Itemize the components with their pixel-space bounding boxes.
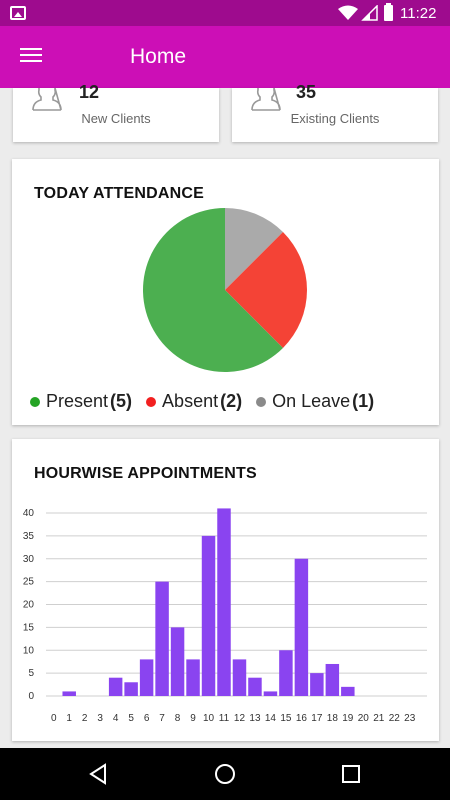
bar-hour-14 bbox=[263, 691, 278, 696]
y-tick-label: 35 bbox=[23, 531, 35, 542]
x-tick-label: 0 bbox=[51, 713, 57, 724]
page-title: Home bbox=[130, 45, 187, 68]
bar-hour-5 bbox=[124, 682, 138, 696]
new-clients-value: 12 bbox=[79, 82, 100, 102]
new-clients-label: New Clients bbox=[81, 111, 151, 126]
person-icon bbox=[32, 88, 62, 111]
bar-hour-6 bbox=[139, 659, 154, 696]
new-clients-card[interactable]: 12 New Clients bbox=[13, 82, 219, 142]
battery-icon bbox=[384, 3, 393, 21]
bar-hour-18 bbox=[325, 663, 340, 696]
back-icon[interactable] bbox=[87, 763, 109, 785]
x-tick-label: 15 bbox=[280, 713, 292, 724]
person-icon bbox=[251, 88, 281, 111]
attendance-title: TODAY ATTENDANCE bbox=[34, 185, 205, 202]
navigation-bar bbox=[0, 748, 450, 800]
x-tick-label: 3 bbox=[97, 713, 103, 724]
y-tick-label: 15 bbox=[23, 622, 35, 633]
attendance-card: TODAY ATTENDANCE Present (5) Absent (2) … bbox=[12, 159, 439, 425]
x-tick-label: 12 bbox=[234, 713, 246, 724]
existing-clients-label: Existing Clients bbox=[290, 111, 380, 126]
bar-hour-7 bbox=[155, 581, 169, 696]
x-tick-label: 21 bbox=[373, 713, 385, 724]
legend-on-leave-dot bbox=[256, 396, 267, 407]
x-tick-label: 2 bbox=[82, 713, 88, 724]
x-tick-label: 7 bbox=[159, 713, 165, 724]
attendance-legend: Present (5) Absent (2) On Leave (1) bbox=[30, 391, 388, 412]
bar-hour-16 bbox=[294, 558, 309, 696]
bar-hour-9 bbox=[186, 659, 200, 696]
x-tick-label: 22 bbox=[389, 713, 401, 724]
legend-absent-count: (2) bbox=[220, 391, 243, 411]
legend-present-dot bbox=[30, 396, 40, 407]
y-tick-label: 20 bbox=[23, 600, 35, 611]
legend-on-leave-label: On Leave bbox=[272, 391, 351, 411]
y-tick-label: 0 bbox=[28, 691, 34, 702]
bar-hour-12 bbox=[232, 659, 247, 696]
appointments-title: HOURWISE APPOINTMENTS bbox=[34, 465, 257, 482]
bar-hour-13 bbox=[248, 677, 262, 696]
existing-clients-card[interactable]: 35 Existing Clients bbox=[232, 82, 438, 142]
x-tick-label: 8 bbox=[175, 713, 181, 724]
legend-absent-dot bbox=[146, 396, 157, 407]
signal-icon bbox=[361, 5, 378, 21]
x-tick-label: 9 bbox=[190, 713, 196, 724]
x-tick-label: 18 bbox=[327, 713, 339, 724]
menu-icon[interactable] bbox=[20, 48, 42, 66]
legend-present-label: Present bbox=[46, 391, 109, 411]
y-tick-label: 5 bbox=[28, 668, 34, 679]
legend-absent-label: Absent bbox=[162, 391, 219, 411]
legend-on-leave: On Leave (1) bbox=[256, 391, 374, 412]
bar-hour-10 bbox=[201, 535, 216, 696]
bar-hour-4 bbox=[108, 677, 123, 696]
legend-present-count: (5) bbox=[110, 391, 133, 411]
x-tick-label: 1 bbox=[66, 713, 72, 724]
x-tick-label: 4 bbox=[113, 713, 119, 724]
pie-slice-on-leave bbox=[225, 208, 283, 290]
legend-absent: Absent (2) bbox=[146, 391, 242, 412]
attendance-pie-chart bbox=[142, 208, 307, 372]
y-tick-label: 40 bbox=[23, 508, 35, 519]
x-tick-label: 19 bbox=[342, 713, 354, 724]
x-tick-label: 11 bbox=[219, 713, 230, 724]
legend-present: Present (5) bbox=[30, 391, 132, 412]
y-tick-label: 30 bbox=[23, 554, 35, 565]
legend-on-leave-count: (1) bbox=[352, 391, 375, 411]
y-tick-label: 25 bbox=[23, 577, 35, 588]
existing-clients-value: 35 bbox=[296, 82, 317, 102]
x-tick-label: 23 bbox=[404, 713, 416, 724]
image-icon bbox=[10, 6, 26, 20]
bar-hour-1 bbox=[62, 691, 76, 696]
status-bar: 11:22 bbox=[0, 0, 450, 26]
y-tick-label: 10 bbox=[23, 645, 35, 656]
bar-hour-15 bbox=[279, 650, 293, 696]
x-tick-label: 10 bbox=[203, 713, 215, 724]
x-tick-label: 5 bbox=[128, 713, 134, 724]
x-tick-label: 14 bbox=[265, 713, 277, 724]
pie-slice-present bbox=[142, 208, 283, 372]
x-tick-label: 13 bbox=[249, 713, 261, 724]
bar-hour-19 bbox=[341, 686, 355, 696]
x-tick-label: 16 bbox=[296, 713, 308, 724]
pie-slice-absent bbox=[225, 232, 307, 348]
x-tick-label: 17 bbox=[311, 713, 323, 724]
bar-hour-17 bbox=[310, 673, 324, 696]
bar-hour-11 bbox=[217, 508, 231, 696]
recents-icon[interactable] bbox=[341, 764, 361, 784]
app-bar: Home bbox=[0, 26, 450, 88]
bar-hour-8 bbox=[170, 627, 185, 696]
home-icon[interactable] bbox=[214, 763, 236, 785]
appointments-card: HOURWISE APPOINTMENTS 0 5 10 15 20 25 30 35 40 0 1… bbox=[12, 439, 439, 741]
status-time: 11:22 bbox=[400, 5, 437, 22]
wifi-icon bbox=[338, 5, 358, 20]
x-tick-label: 20 bbox=[358, 713, 370, 724]
x-tick-label: 6 bbox=[144, 713, 150, 724]
